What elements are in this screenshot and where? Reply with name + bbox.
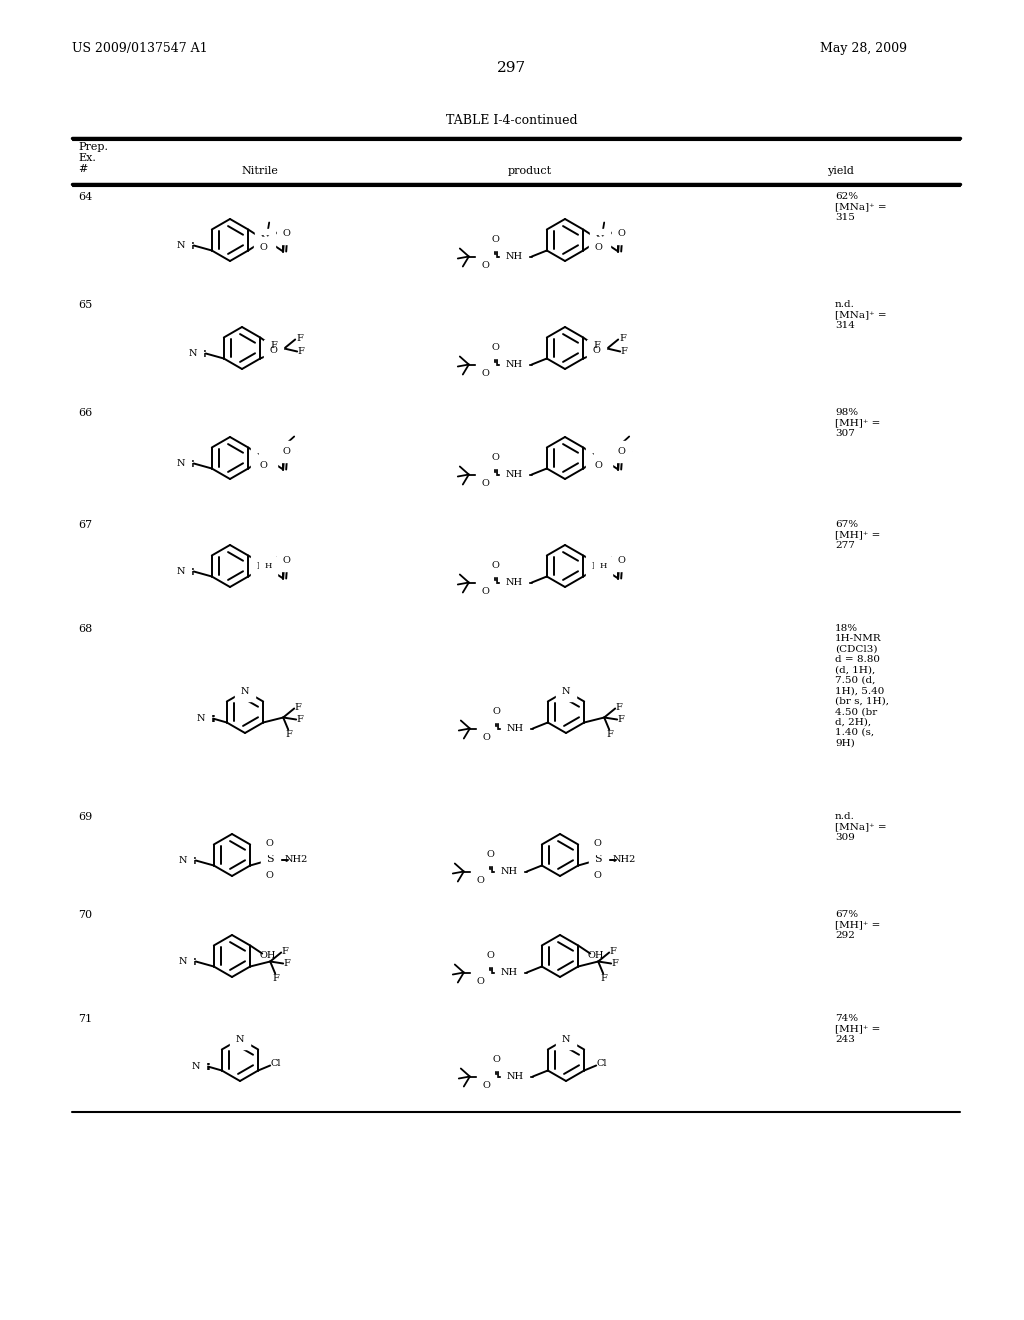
- Text: O: O: [617, 447, 625, 455]
- Text: O: O: [265, 840, 273, 847]
- Text: N: N: [176, 459, 185, 469]
- Text: 64: 64: [78, 191, 92, 202]
- Text: N: N: [261, 235, 269, 244]
- Text: O: O: [592, 346, 600, 355]
- Text: 297: 297: [498, 61, 526, 75]
- Text: O: O: [477, 876, 484, 884]
- Text: F: F: [601, 974, 607, 983]
- Text: O: O: [482, 261, 489, 271]
- Text: O: O: [283, 556, 290, 565]
- Text: O: O: [492, 561, 500, 570]
- Text: 71: 71: [78, 1014, 92, 1024]
- Text: F: F: [284, 960, 291, 968]
- Text: O: O: [486, 850, 495, 859]
- Text: S: S: [266, 854, 274, 865]
- Text: O: O: [482, 587, 489, 597]
- Text: 69: 69: [78, 812, 92, 822]
- Text: 70: 70: [78, 909, 92, 920]
- Text: 65: 65: [78, 300, 92, 310]
- Text: Cl: Cl: [271, 1059, 282, 1068]
- Text: F: F: [617, 715, 625, 723]
- Text: 62%
[MNa]⁺ =
315: 62% [MNa]⁺ = 315: [835, 191, 887, 222]
- Text: O: O: [482, 370, 489, 378]
- Text: F: F: [607, 730, 613, 739]
- Text: OH: OH: [588, 950, 604, 960]
- Text: N: N: [257, 562, 265, 572]
- Text: N: N: [191, 1063, 200, 1071]
- Text: 67%
[MH]⁺ =
277: 67% [MH]⁺ = 277: [835, 520, 881, 550]
- Text: 18%
1H-NMR
(CDCl3)
d = 8.80
(d, 1H),
7.50 (d,
1H), 5.40
(br s, 1H),
4.50 (br
d, : 18% 1H-NMR (CDCl3) d = 8.80 (d, 1H), 7.5…: [835, 624, 889, 747]
- Text: product: product: [508, 166, 552, 176]
- Text: F: F: [615, 704, 623, 711]
- Text: F: F: [609, 946, 616, 956]
- Text: 68: 68: [78, 624, 92, 634]
- Text: O: O: [482, 479, 489, 488]
- Text: O: O: [259, 461, 267, 470]
- Text: N: N: [596, 235, 604, 244]
- Text: NH: NH: [505, 578, 522, 587]
- Text: n.d.
[MNa]⁺ =
309: n.d. [MNa]⁺ = 309: [835, 812, 887, 842]
- Text: F: F: [297, 715, 304, 723]
- Text: O: O: [259, 243, 267, 252]
- Text: O: O: [492, 343, 500, 352]
- Text: F: F: [282, 946, 289, 956]
- Text: O: O: [593, 871, 601, 880]
- Text: O: O: [594, 243, 602, 252]
- Text: 67%
[MH]⁺ =
292: 67% [MH]⁺ = 292: [835, 909, 881, 940]
- Text: US 2009/0137547 A1: US 2009/0137547 A1: [72, 42, 208, 55]
- Text: O: O: [486, 950, 495, 960]
- Text: O: O: [617, 228, 625, 238]
- Text: F: F: [297, 334, 304, 343]
- Text: #: #: [78, 164, 87, 174]
- Text: 66: 66: [78, 408, 92, 418]
- Text: H: H: [599, 454, 607, 462]
- Text: TABLE I-4-continued: TABLE I-4-continued: [446, 114, 578, 127]
- Text: O: O: [269, 346, 278, 355]
- Text: 67: 67: [78, 520, 92, 531]
- Text: NH: NH: [506, 1072, 523, 1081]
- Text: N: N: [176, 568, 185, 576]
- Text: 98%
[MH]⁺ =
307: 98% [MH]⁺ = 307: [835, 408, 881, 438]
- Text: H: H: [264, 562, 272, 570]
- Text: O: O: [493, 1055, 501, 1064]
- Text: F: F: [620, 334, 627, 343]
- Text: O: O: [283, 228, 290, 238]
- Text: May 28, 2009: May 28, 2009: [820, 42, 907, 55]
- Text: O: O: [283, 447, 290, 455]
- Text: F: F: [272, 974, 280, 983]
- Text: NH: NH: [506, 723, 523, 733]
- Text: N: N: [178, 957, 187, 966]
- Text: O: O: [265, 871, 273, 880]
- Text: F: F: [594, 341, 601, 350]
- Text: N: N: [188, 348, 197, 358]
- Text: N: N: [197, 714, 205, 723]
- Text: N: N: [562, 1035, 570, 1044]
- Text: F: F: [286, 730, 293, 739]
- Text: F: F: [295, 704, 302, 711]
- Text: yield: yield: [826, 166, 853, 176]
- Text: O: O: [477, 977, 484, 986]
- Text: Prep.: Prep.: [78, 143, 108, 152]
- Text: N: N: [176, 242, 185, 249]
- Text: OH: OH: [260, 950, 276, 960]
- Text: NH: NH: [501, 968, 517, 977]
- Text: O: O: [617, 556, 625, 565]
- Text: Ex.: Ex.: [78, 153, 96, 162]
- Text: O: O: [593, 840, 601, 847]
- Text: H: H: [599, 562, 607, 570]
- Text: N: N: [241, 686, 249, 696]
- Text: N: N: [592, 453, 600, 462]
- Text: NH2: NH2: [612, 855, 636, 865]
- Text: Nitrile: Nitrile: [242, 166, 279, 176]
- Text: Cl: Cl: [597, 1059, 607, 1068]
- Text: F: F: [270, 341, 278, 350]
- Text: N: N: [592, 562, 600, 572]
- Text: O: O: [483, 733, 490, 742]
- Text: NH: NH: [505, 252, 522, 261]
- Text: F: F: [298, 347, 304, 356]
- Text: F: F: [611, 960, 618, 968]
- Text: H: H: [264, 454, 272, 462]
- Text: N: N: [178, 855, 187, 865]
- Text: O: O: [492, 235, 500, 244]
- Text: NH: NH: [505, 470, 522, 479]
